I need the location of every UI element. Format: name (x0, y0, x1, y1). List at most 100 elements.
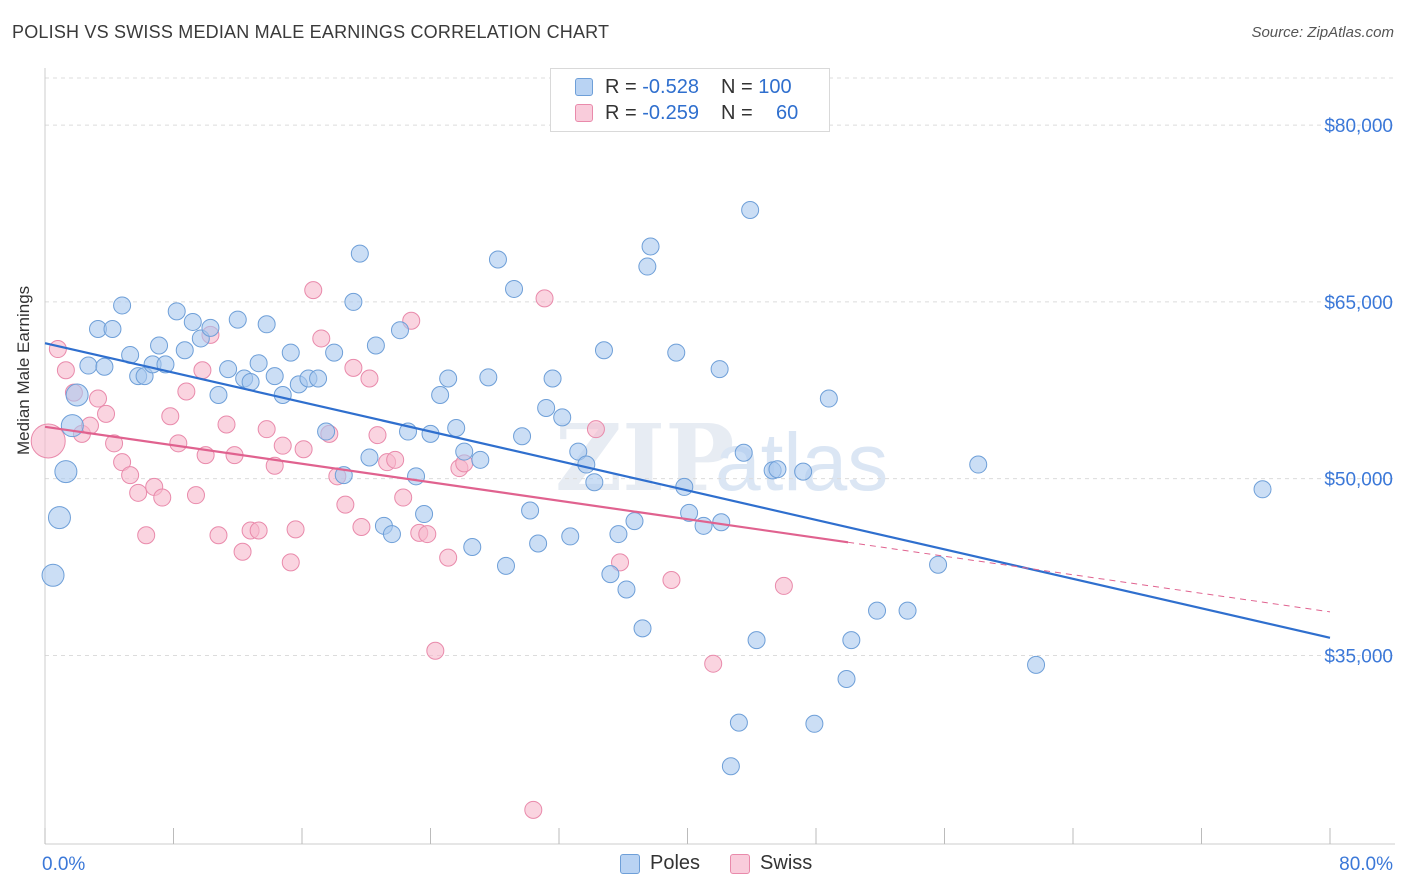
poles-point (150, 336, 169, 355)
poles-point (390, 321, 409, 340)
legend-r-value: -0.528 (642, 75, 699, 98)
poles-point (317, 422, 336, 441)
poles-point (228, 310, 247, 329)
swiss-point (177, 382, 196, 401)
poles-point (537, 398, 556, 417)
swiss-point (161, 407, 180, 426)
swiss-point (56, 361, 75, 380)
poles-point (156, 355, 175, 374)
poles-point (794, 462, 813, 481)
swiss-point (217, 415, 236, 434)
poles-point (929, 555, 948, 574)
poles-point (680, 503, 699, 522)
swiss-point (257, 420, 276, 439)
legend-r-value: -0.259 (642, 101, 699, 124)
swiss-point (439, 548, 458, 567)
poles-point (273, 386, 292, 405)
poles-point (488, 250, 507, 269)
poles-point (819, 389, 838, 408)
poles-point (638, 257, 657, 276)
poles-point (447, 419, 466, 438)
poles-point (521, 501, 540, 520)
poles-point (65, 383, 89, 407)
poles-point (741, 200, 760, 219)
poles-point (734, 443, 753, 462)
swiss-points (30, 281, 793, 819)
poles-point (543, 369, 562, 388)
swiss-point (368, 426, 387, 445)
swiss-point (273, 436, 292, 455)
poles-point (529, 534, 548, 553)
poles-point (455, 442, 474, 461)
poles-point (617, 580, 636, 599)
poles-swatch (620, 853, 640, 874)
legend-row-swiss: R = -0.259 N = 60 (575, 101, 798, 125)
legend-item-swiss: Swiss (730, 852, 812, 875)
stats-legend: R = -0.528 N = 100 R = -0.259 N = 60 (550, 68, 830, 132)
poles-point (471, 450, 490, 469)
poles-point (219, 360, 238, 379)
swiss-point (153, 488, 172, 507)
poles-point (257, 315, 276, 334)
swiss-point (352, 517, 371, 536)
poles-point (710, 360, 729, 379)
poles-point (95, 357, 114, 376)
swiss-point (249, 521, 268, 540)
poles-point (360, 448, 379, 467)
poles-point (633, 619, 652, 638)
poles-point (513, 427, 532, 446)
swiss-point (535, 289, 554, 308)
poles-point (350, 244, 369, 263)
y-tick-labels: $35,000 $50,000 $65,000 $80,000 (1324, 116, 1393, 667)
poles-point (201, 318, 220, 337)
poles-point (439, 369, 458, 388)
swiss-point (704, 654, 723, 673)
y-tick-label: $35,000 (1324, 646, 1393, 667)
swiss-point (524, 800, 543, 819)
poles-point (366, 336, 385, 355)
swiss-point (386, 450, 405, 469)
legend-n-value: 60 (775, 101, 799, 124)
swiss-point (233, 542, 252, 561)
chart-title: POLISH VS SWISS MEDIAN MALE EARNINGS COR… (12, 22, 610, 42)
poles-point (805, 714, 824, 733)
poles-point (325, 343, 344, 362)
x-ticks (44, 828, 1331, 844)
swiss-swatch (730, 853, 751, 874)
swiss-point (662, 571, 681, 590)
x-tick-label: 0.0% (42, 854, 85, 875)
legend-r-label: R = (605, 101, 643, 124)
poles-point (898, 601, 917, 620)
swiss-point (586, 420, 605, 439)
x-tick-label: 80.0% (1339, 854, 1393, 875)
poles-point (625, 512, 644, 531)
y-tick-label: $50,000 (1324, 470, 1393, 491)
swiss-point (304, 281, 323, 300)
poles-point (1253, 480, 1272, 499)
swiss-point (344, 358, 363, 377)
poles-point (54, 460, 78, 484)
poles-point (505, 279, 524, 298)
poles-point (577, 455, 596, 474)
swiss-point (48, 340, 67, 359)
poles-point (479, 368, 498, 387)
swiss-point (105, 434, 124, 453)
swiss-trend-line (44, 425, 849, 544)
legend-r-label: R = (605, 75, 643, 98)
y-tick-label: $80,000 (1324, 116, 1393, 137)
poles-point (47, 506, 71, 530)
swiss-point (774, 576, 793, 595)
poles-point (585, 473, 604, 492)
swiss-point (186, 486, 205, 505)
poles-point (747, 631, 766, 650)
swiss-point (312, 329, 331, 348)
poles-point (837, 670, 856, 689)
poles-point (1027, 655, 1046, 674)
swiss-point (360, 369, 379, 388)
swiss-point (89, 389, 108, 408)
poles-point (415, 505, 434, 524)
poles-point (594, 341, 613, 360)
poles-point (382, 525, 401, 544)
watermark: ZIP atlas (555, 404, 888, 512)
swiss-point (137, 526, 156, 545)
